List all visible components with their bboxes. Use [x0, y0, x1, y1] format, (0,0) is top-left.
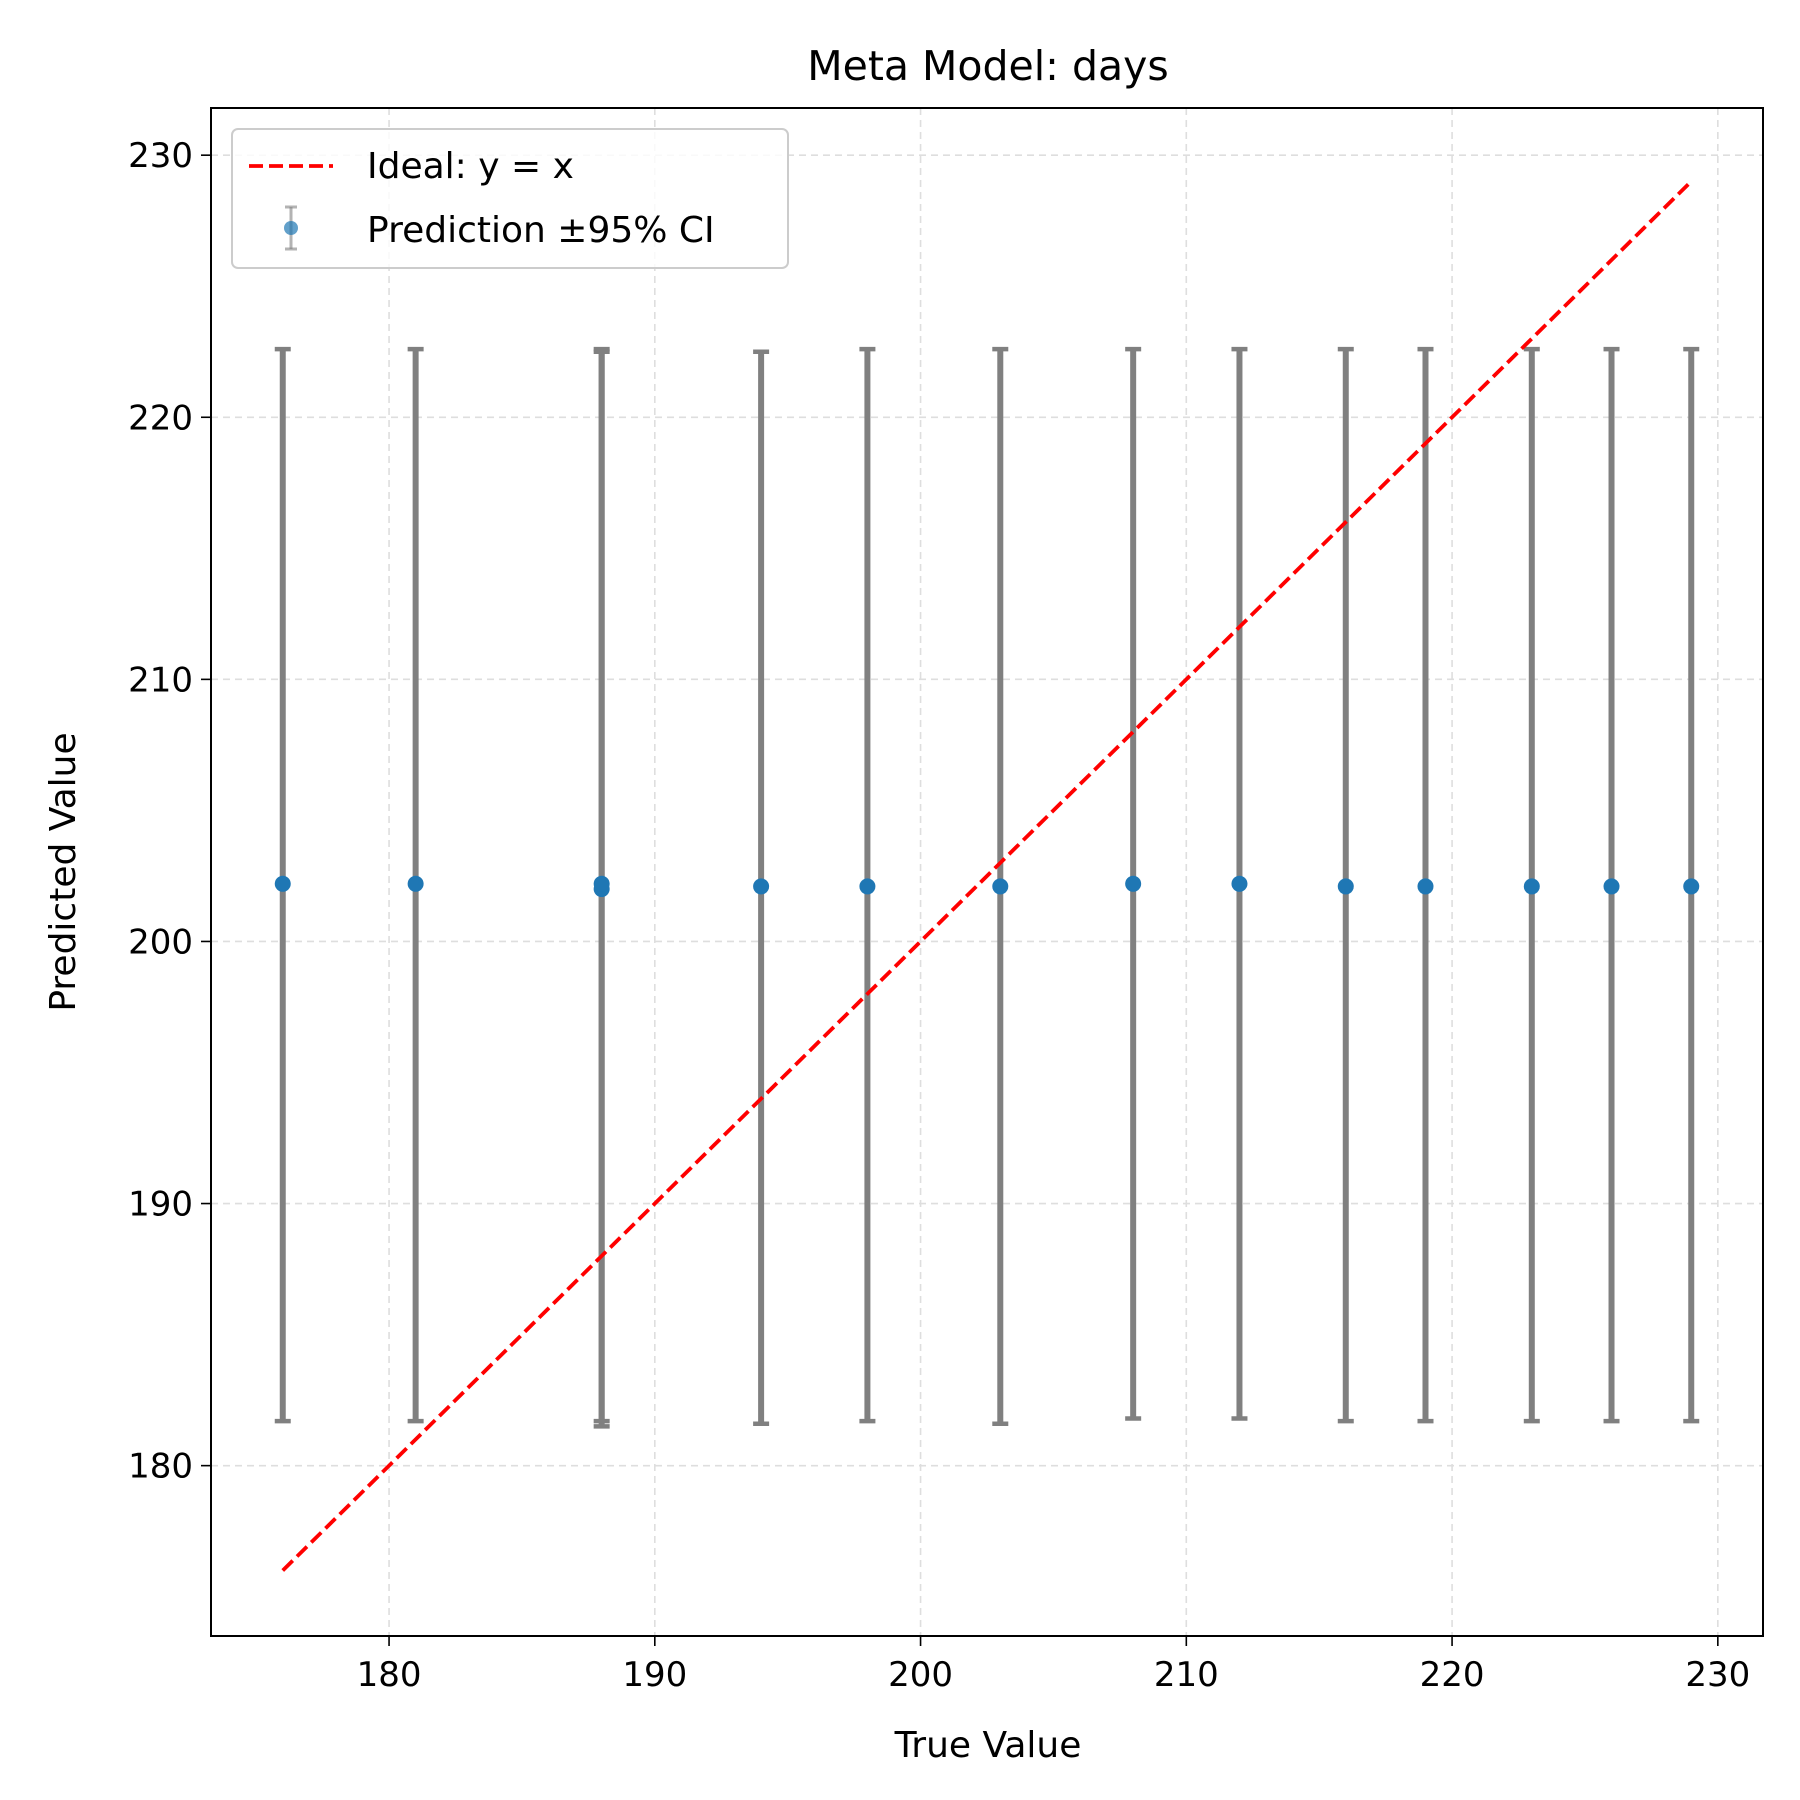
x-axis-ticks: 180 190 200 210 220 230 [357, 1636, 1750, 1695]
x-axis-label: True Value [894, 1725, 1082, 1766]
x-tick-label: 190 [622, 1655, 687, 1695]
prediction-point [407, 875, 424, 892]
prediction-points [274, 875, 1700, 898]
plot-frame [210, 107, 1764, 1637]
legend-prediction-label: Prediction ±95% CI [367, 210, 715, 251]
ideal-line [281, 180, 1693, 1572]
prediction-point [1417, 878, 1434, 895]
x-tick-label: 230 [1685, 1655, 1750, 1695]
y-axis-label: Predicted Value [43, 732, 84, 1011]
y-tick-label: 210 [128, 660, 193, 700]
prediction-point [1231, 875, 1248, 892]
prediction-point [859, 878, 876, 895]
y-axis-ticks: 180 190 200 210 220 230 [128, 136, 211, 1487]
x-tick-label: 220 [1420, 1655, 1485, 1695]
chart-title: Meta Model: days [807, 42, 1169, 90]
ideal-line-group [281, 180, 1693, 1572]
legend: Ideal: y = x Prediction ±95% CI [231, 128, 789, 269]
y-tick-label: 220 [128, 398, 193, 438]
legend-ideal-label: Ideal: y = x [367, 146, 574, 187]
legend-box [231, 128, 789, 269]
prediction-point [1337, 878, 1354, 895]
prediction-point [1683, 878, 1700, 895]
y-tick-label: 200 [128, 922, 193, 962]
x-tick-label: 180 [357, 1655, 422, 1695]
prediction-point [1603, 878, 1620, 895]
x-tick-label: 200 [888, 1655, 953, 1695]
prediction-point [992, 878, 1009, 895]
legend-point-swatch [284, 221, 298, 235]
prediction-point [593, 875, 610, 892]
x-tick-label: 210 [1154, 1655, 1219, 1695]
prediction-point [753, 878, 770, 895]
y-tick-label: 230 [128, 136, 193, 176]
prediction-point [1125, 875, 1142, 892]
prediction-point [274, 875, 291, 892]
y-tick-label: 180 [128, 1447, 193, 1487]
y-tick-label: 190 [128, 1185, 193, 1225]
prediction-point [1523, 878, 1540, 895]
